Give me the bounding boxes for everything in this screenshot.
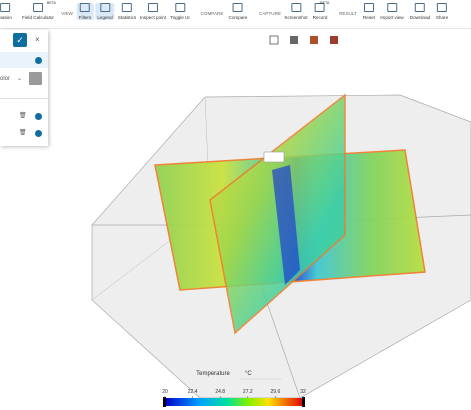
divider [0,98,48,99]
icon [415,3,425,12]
section-heading: COMPARE [200,11,224,16]
icon [175,3,185,12]
toolbar-button[interactable]: Record BETA [312,1,330,20]
button-label: Statistics [117,15,137,20]
toolbar: mation Field Calculator BETA VIEW Filters Leg… [0,0,471,29]
beta-badge: BETA [46,1,56,5]
button-label: Download [409,15,431,20]
toggle[interactable] [35,57,42,64]
button-label: Toggle UI [170,15,190,20]
bar-end [163,397,166,407]
toolbar-button[interactable]: Legend [95,3,115,20]
toolbar-button[interactable]: Toggle UI [170,3,190,20]
icon [363,3,374,12]
dropdown[interactable]: ⌄ [17,76,23,82]
toolbar-button[interactable]: mation [0,3,12,20]
icon [291,3,301,12]
button-label: Screenshot [284,15,308,20]
toolbar-button[interactable]: Statistics [118,3,136,20]
icon [387,3,397,12]
toolbar-button[interactable]: Inspect point [140,3,166,20]
icon [0,3,10,12]
legend-field[interactable]: Temperature [196,371,230,377]
toggle[interactable] [35,130,42,137]
button-label: Compare [228,15,248,20]
icon [121,3,132,12]
row-selected [0,52,48,68]
toolbar-button[interactable]: Compare [228,3,248,20]
toolbar-button[interactable]: Field Calculator BETA [22,1,56,20]
icon [148,3,158,12]
button-label: Field Calculator [22,15,54,20]
toolbar-button[interactable]: Import view [380,3,404,20]
legend-tick-label: 27.2 [243,389,253,395]
section-heading: VIEW [61,11,73,16]
legend-tick-label: 22.4 [188,389,198,395]
legend-unit[interactable]: °C [245,371,252,377]
delete-icon[interactable]: 🗑 [19,130,27,136]
legend-tick-label: 29.6 [271,389,281,395]
toolbar-button[interactable]: Download [410,3,430,20]
color-swatch[interactable] [29,72,42,85]
icon [32,3,43,12]
filter-panel: ✓ × olor ⌄ 🗑 🗑 [0,30,48,146]
legend-tick-label: 32 [300,389,306,395]
beta-badge: BETA [320,1,330,5]
toolbar-button[interactable]: Share [436,3,448,20]
button-label: Record [312,15,328,20]
section-heading: RESULT [339,11,357,16]
close-button[interactable]: × [35,35,40,44]
button-label: Inspect point [139,15,167,20]
button-label: Reset [362,15,376,20]
confirm-button[interactable]: ✓ [13,33,27,47]
inlet [263,151,285,163]
color-label: olor [0,76,11,82]
toolbar-button[interactable]: Filters [76,3,94,20]
toolbar-button[interactable]: Reset [363,3,375,20]
button-label: Legend [97,15,113,20]
legend-tick-label: 20 [162,389,168,395]
toolbar-button[interactable]: Screenshot [284,3,308,20]
button-label: Import view [380,15,404,20]
delete-icon[interactable]: 🗑 [19,113,27,119]
cold-band [272,165,300,285]
icon [100,3,110,12]
toggle[interactable] [35,113,42,120]
button-label: Filters [78,15,92,20]
view-cube[interactable] [269,35,338,45]
icon [233,3,243,12]
button-label: mation [0,15,12,20]
icon [436,3,447,12]
button-label: Share [435,15,449,20]
legend-tick-label: 24.8 [215,389,225,395]
section-heading: CAPTURE [259,11,281,16]
icon [79,3,90,12]
icon [315,3,325,12]
bar-end [302,397,305,407]
color-bar [165,398,303,406]
